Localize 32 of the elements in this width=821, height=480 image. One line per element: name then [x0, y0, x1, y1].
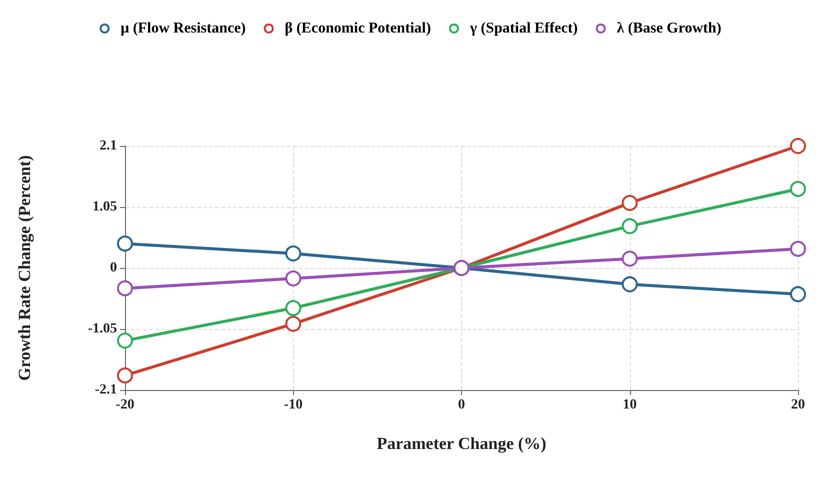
y-axis-title: Growth Rate Change (Percent): [15, 155, 34, 381]
x-tick-label: 0: [458, 398, 465, 412]
x-tick-label: 20: [791, 398, 805, 412]
point: [117, 367, 133, 384]
y-tick-label: 0: [110, 260, 117, 276]
x-axis-title: Parameter Change (%): [376, 434, 546, 453]
y-tick-label: 2.1: [100, 138, 117, 154]
point: [285, 270, 302, 286]
point: [622, 250, 638, 267]
point: [790, 138, 806, 154]
y-tick-label: 1.05: [92, 200, 117, 214]
legend-label: μ (Flow Resistance): [120, 20, 246, 36]
y-tick-label: -1.05: [88, 322, 117, 336]
point: [117, 332, 133, 349]
point: [285, 300, 302, 316]
x-tick-label: -20: [116, 398, 134, 412]
point: [790, 240, 806, 257]
point: [622, 194, 638, 211]
point: [285, 245, 302, 262]
legend-label: λ (Base Growth): [616, 20, 722, 36]
legend-label: β (Economic Potential): [284, 20, 431, 36]
point: [117, 236, 133, 252]
point: [622, 276, 638, 292]
point: [790, 286, 806, 302]
point: [790, 180, 806, 197]
legend-label: γ (Spatial Effect): [468, 20, 578, 36]
x-tick-label: 10: [622, 398, 637, 412]
point: [622, 218, 638, 234]
y-tick-label: -2.1: [94, 382, 117, 398]
point: [117, 280, 133, 296]
point: [285, 316, 302, 332]
x-tick-label: -10: [284, 398, 303, 412]
